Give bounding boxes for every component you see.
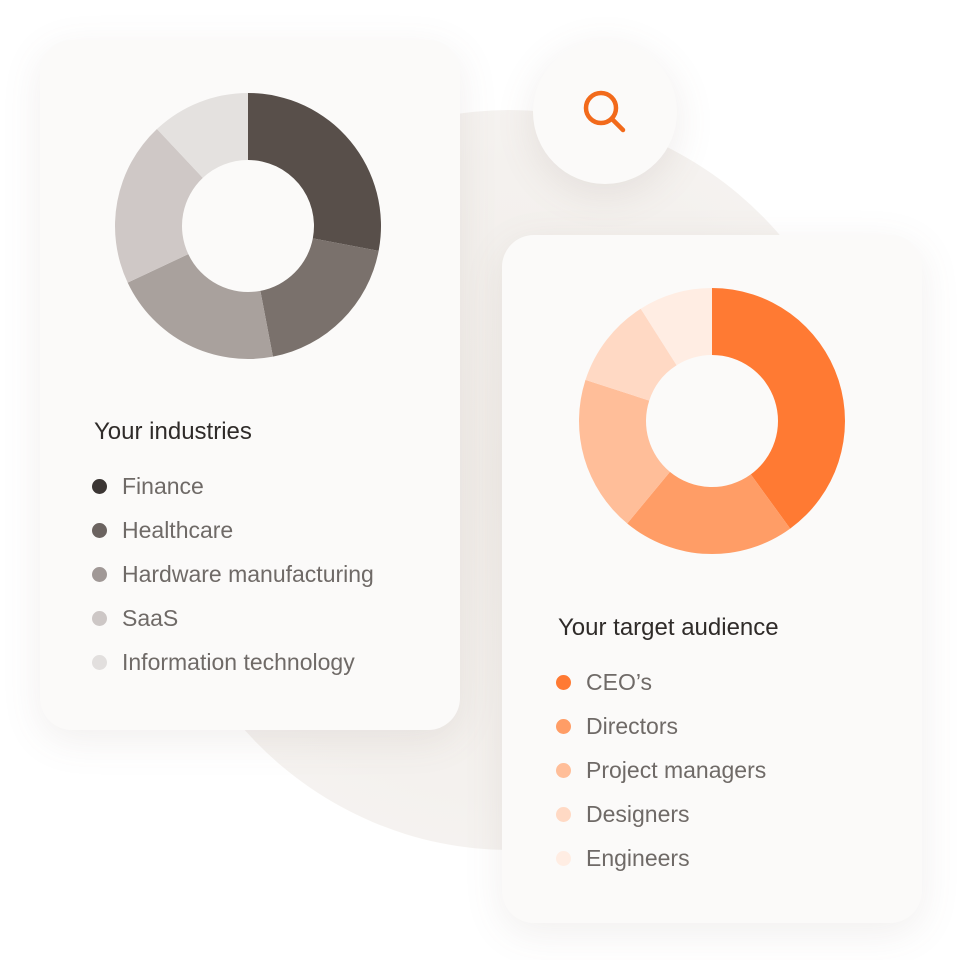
legend-label: Hardware manufacturing	[122, 560, 374, 587]
legend-item: SaaS	[92, 596, 374, 640]
industries-card: Your industries Finance Healthcare Hardwar…	[40, 40, 460, 730]
search-icon	[583, 90, 626, 133]
legend-item: CEO’s	[556, 660, 766, 704]
audience-card: Your target audience CEO’s Directors Proje…	[502, 235, 922, 923]
legend-item: Healthcare	[92, 508, 374, 552]
donut-slice-finance	[248, 93, 381, 251]
donut-slice-information-technology	[156, 93, 248, 178]
audience-title: Your target audience	[558, 614, 779, 641]
legend-dot	[556, 850, 571, 866]
legend-label: Project managers	[586, 756, 767, 783]
audience-legend: CEO’s Directors Project managers Designers E…	[556, 660, 766, 880]
legend-label: Healthcare	[122, 516, 234, 543]
legend-item: Engineers	[556, 836, 766, 880]
legend-item: Designers	[556, 792, 766, 836]
donut-slice-saas	[115, 129, 203, 283]
legend-dot	[556, 674, 571, 690]
legend-label: Finance	[122, 472, 204, 499]
legend-item: Hardware manufacturing	[92, 552, 374, 596]
industries-donut	[115, 93, 381, 359]
legend-dot	[556, 806, 571, 822]
donut-slice-ceo-s	[712, 288, 845, 529]
legend-item: Project managers	[556, 748, 766, 792]
legend-item: Directors	[556, 704, 766, 748]
donut-slice-healthcare	[260, 238, 379, 357]
donut-slice-project-managers	[579, 379, 670, 524]
donut-slice-directors	[627, 471, 791, 554]
legend-label: Information technology	[122, 648, 355, 675]
legend-label: CEO’s	[586, 668, 653, 695]
legend-label: Designers	[586, 800, 690, 827]
legend-dot	[92, 610, 107, 626]
legend-dot	[92, 654, 107, 670]
audience-donut	[579, 288, 845, 554]
legend-label: SaaS	[122, 604, 179, 631]
donut-slice-engineers	[640, 288, 712, 366]
industries-legend: Finance Healthcare Hardware manufacturing S…	[92, 464, 374, 684]
search-button[interactable]	[533, 40, 677, 184]
legend-dot	[92, 522, 107, 538]
legend-item: Finance	[92, 464, 374, 508]
legend-dot	[92, 566, 107, 582]
legend-dot	[92, 478, 107, 494]
legend-dot	[556, 718, 571, 734]
legend-label: Directors	[586, 712, 679, 739]
donut-slice-designers	[585, 308, 677, 401]
donut-slice-hardware-manufacturing	[127, 254, 273, 359]
legend-dot	[556, 762, 571, 778]
legend-label: Engineers	[586, 844, 690, 871]
industries-title: Your industries	[94, 418, 252, 445]
legend-item: Information technology	[92, 640, 374, 684]
